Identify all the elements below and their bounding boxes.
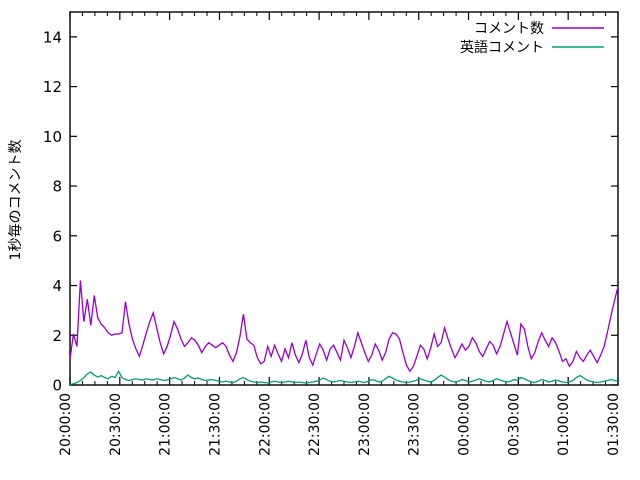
x-tick-label: 00:00:00 xyxy=(457,393,473,456)
y-axis-title: 1秒毎のコメント数 xyxy=(8,140,24,261)
y-tick-label: 12 xyxy=(43,78,62,96)
x-tick-label: 22:30:00 xyxy=(307,393,323,456)
x-tick-label: 23:30:00 xyxy=(407,393,423,456)
series-layer xyxy=(69,280,619,386)
x-tick-label: 22:00:00 xyxy=(257,393,273,456)
legend-label-english-comment: 英語コメント xyxy=(460,39,544,56)
x-tick-label: 20:30:00 xyxy=(108,393,124,456)
y-axis-title-text: 1秒毎のコメント数 xyxy=(8,140,24,261)
y-tick-label: 4 xyxy=(52,277,62,295)
y-tick-label: 2 xyxy=(52,327,62,345)
x-tick-label: 01:00:00 xyxy=(556,393,572,456)
x-tick-label: 23:00:00 xyxy=(357,393,373,456)
x-tick-label: 21:00:00 xyxy=(158,393,174,456)
legend-label-comment-count: コメント数 xyxy=(474,21,544,37)
series-line-english-comment xyxy=(69,369,619,386)
x-tick-label: 21:30:00 xyxy=(207,393,223,456)
y-tick-label: 6 xyxy=(52,227,62,245)
series-line-comment-count xyxy=(69,280,619,373)
y-axis-tick-labels: 0 2 4 6 8 10 12 14 xyxy=(43,28,62,394)
x-tick-label: 01:30:00 xyxy=(606,393,622,456)
plot-frame xyxy=(69,11,619,386)
x-tick-label: 00:30:00 xyxy=(506,393,522,456)
y-tick-label: 14 xyxy=(43,28,62,46)
y-tick-label: 0 xyxy=(52,377,62,395)
y-tick-label: 10 xyxy=(43,128,62,146)
y-tick-label: 8 xyxy=(52,178,62,196)
x-axis-tick-labels: 20:00:00 20:30:00 21:00:00 21:30:00 22:00:00… xyxy=(58,393,622,456)
x-tick-label: 20:00:00 xyxy=(58,393,74,456)
